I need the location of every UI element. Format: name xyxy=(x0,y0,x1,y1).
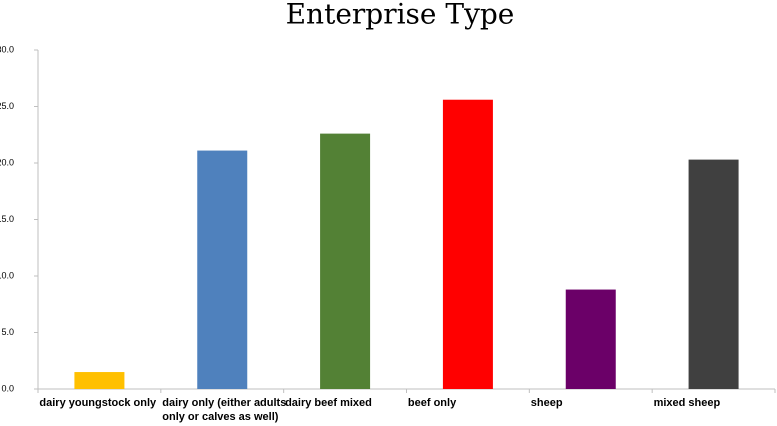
y-tick-label: 15.0 xyxy=(0,214,14,224)
chart-title: Enterprise Type xyxy=(286,0,515,31)
x-tick-label: beef only xyxy=(407,397,457,409)
y-tick-label: 20.0 xyxy=(0,157,14,167)
x-tick-label: sheep xyxy=(530,397,563,409)
x-tick-label: dairy beef mixed xyxy=(285,397,372,409)
bar xyxy=(442,99,493,389)
y-tick-label: 25.0 xyxy=(0,101,14,111)
y-tick-label: 0.0 xyxy=(1,383,14,393)
bar xyxy=(688,159,739,389)
x-tick-label: mixed sheep xyxy=(653,397,721,409)
y-tick-label: 30.0 xyxy=(0,44,14,54)
bar xyxy=(320,133,371,389)
x-tick-label: dairy only (either adults only or calves… xyxy=(162,397,287,423)
bar xyxy=(565,289,616,389)
y-tick-label: 5.0 xyxy=(1,327,14,337)
x-tick-label: dairy youngstock only xyxy=(39,397,157,409)
bar xyxy=(197,150,248,389)
bar xyxy=(74,372,125,389)
y-tick-label: 10.0 xyxy=(0,270,14,280)
